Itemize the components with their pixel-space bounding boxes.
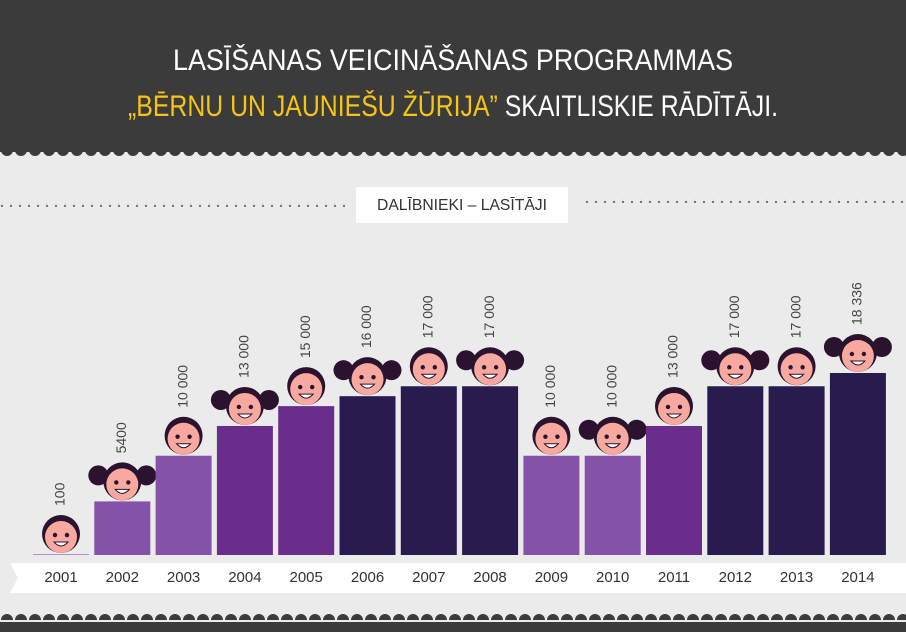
bar [707, 386, 763, 555]
x-tick-label: 2007 [412, 569, 445, 586]
x-tick-label: 2011 [658, 569, 690, 586]
face [842, 340, 874, 372]
eye [727, 365, 731, 369]
eye [421, 365, 425, 369]
value-label: 16 000 [358, 305, 374, 348]
eye [862, 352, 866, 356]
eye [850, 352, 854, 356]
face [535, 423, 567, 455]
eye [114, 480, 118, 484]
eye [237, 405, 241, 409]
x-tick-label: 2013 [780, 569, 813, 586]
x-tick-label: 2014 [841, 569, 874, 586]
chart-title-line: „BĒRNU UN JAUNIEŠU ŽŪRIJA” SKAITLISKIE R… [128, 89, 778, 123]
axis-ribbon [10, 563, 906, 593]
title-highlight: „BĒRNU UN JAUNIEŠU ŽŪRIJA” [128, 89, 498, 123]
value-label: 13 000 [236, 335, 252, 378]
divider [580, 199, 906, 203]
x-tick-label: 2010 [596, 569, 629, 586]
bar [340, 396, 396, 555]
bar [462, 386, 518, 555]
bar [769, 386, 825, 555]
x-tick-label: 2006 [351, 569, 384, 586]
face [781, 353, 813, 385]
bar [217, 426, 273, 555]
bar [278, 406, 334, 555]
value-label: 13 000 [665, 335, 681, 378]
value-label: 10 000 [542, 365, 558, 408]
eye [359, 375, 363, 379]
x-tick-label: 2004 [228, 569, 261, 586]
face [474, 353, 506, 385]
face [168, 423, 200, 455]
eye [482, 365, 486, 369]
x-tick-label: 2009 [535, 569, 568, 586]
value-label: 15 000 [297, 315, 313, 358]
footer [0, 622, 906, 632]
value-label: 5400 [113, 422, 129, 453]
eye [433, 365, 437, 369]
bar [523, 456, 579, 555]
face [45, 521, 77, 553]
divider [0, 203, 345, 207]
eye [788, 365, 792, 369]
eye [494, 365, 498, 369]
value-label: 17 000 [726, 295, 742, 338]
eye [555, 435, 559, 439]
value-label: 100 [52, 482, 68, 506]
eye [126, 480, 130, 484]
value-label: 10 000 [603, 365, 619, 408]
x-tick-label: 2012 [719, 569, 752, 586]
eye [617, 435, 621, 439]
eye [53, 533, 57, 537]
x-tick-label: 2001 [44, 569, 77, 586]
chart-subtitle: DALĪBNIEKI – LASĪTĀJI [377, 196, 547, 214]
title-rest: SKAITLISKIE RĀDĪTĀJI. [505, 90, 778, 123]
eye [298, 385, 302, 389]
face [719, 353, 751, 385]
face [658, 393, 690, 425]
bar [646, 426, 702, 555]
bar [94, 501, 150, 555]
eye [800, 365, 804, 369]
eye [175, 435, 179, 439]
value-label: 17 000 [481, 295, 497, 338]
eye [65, 533, 69, 537]
eye [249, 405, 253, 409]
bar [401, 386, 457, 555]
value-label: 17 000 [787, 295, 803, 338]
eye [371, 375, 375, 379]
x-tick-label: 2003 [167, 569, 200, 586]
footer-edge [0, 612, 906, 622]
bar [585, 456, 641, 555]
eye [543, 435, 547, 439]
face [597, 423, 629, 455]
chart: LASĪŠANAS VEICINĀŠANAS PROGRAMMAS „BĒRNU… [0, 0, 906, 632]
face [290, 373, 322, 405]
chart-title: LASĪŠANAS VEICINĀŠANAS PROGRAMMAS [173, 43, 733, 77]
face [352, 363, 384, 395]
bar [33, 554, 89, 555]
bar [830, 373, 886, 555]
x-tick-label: 2008 [473, 569, 506, 586]
eye [666, 405, 670, 409]
value-label: 18 336 [849, 282, 865, 325]
eye [605, 435, 609, 439]
eye [678, 405, 682, 409]
header-edge [0, 152, 906, 160]
x-tick-label: 2002 [106, 569, 139, 586]
face [106, 468, 138, 500]
eye [187, 435, 191, 439]
eye [310, 385, 314, 389]
bar [156, 456, 212, 555]
value-label: 17 000 [420, 295, 436, 338]
value-label: 10 000 [174, 365, 190, 408]
face [413, 353, 445, 385]
face [229, 393, 261, 425]
x-tick-label: 2005 [290, 569, 323, 586]
eye [739, 365, 743, 369]
